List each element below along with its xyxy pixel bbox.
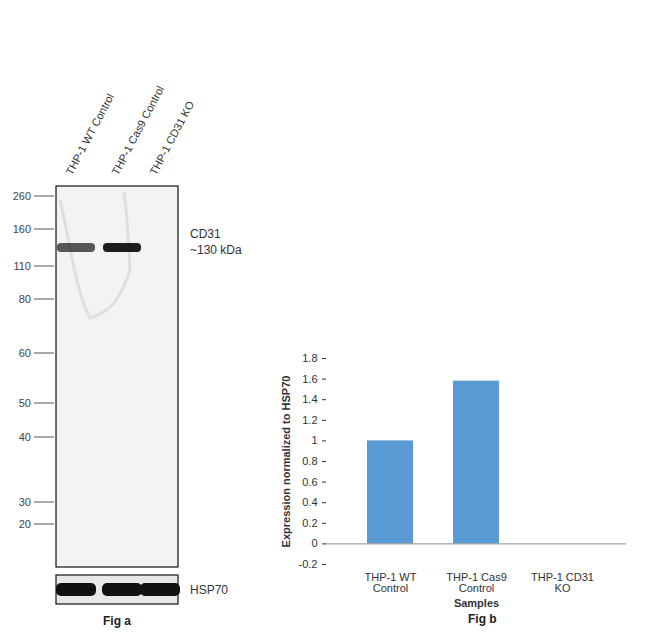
- svg-text:0.6: 0.6: [302, 476, 317, 488]
- svg-text:Expression normalized to HSP70: Expression normalized to HSP70: [280, 376, 292, 548]
- svg-text:1: 1: [311, 434, 317, 446]
- svg-text:1.8: 1.8: [302, 352, 317, 364]
- svg-text:-0.2: -0.2: [299, 558, 318, 570]
- svg-text:0.8: 0.8: [302, 455, 317, 467]
- svg-text:0.4: 0.4: [302, 496, 317, 508]
- svg-text:0.2: 0.2: [302, 517, 317, 529]
- svg-text:110: 110: [13, 260, 31, 272]
- html-text:Fig b: Fig b: [468, 612, 497, 626]
- svg-text:50: 50: [19, 397, 31, 409]
- svg-text:THP-1 WTControl: THP-1 WTControl: [365, 571, 417, 594]
- svg-text:CD31: CD31: [190, 227, 221, 241]
- svg-text:Fig a: Fig a: [103, 614, 131, 628]
- svg-text:40: 40: [19, 431, 31, 443]
- svg-text:160: 160: [13, 223, 31, 235]
- svg-text:30: 30: [19, 496, 31, 508]
- svg-text:1.2: 1.2: [302, 414, 317, 426]
- svg-text:Samples: Samples: [454, 597, 499, 609]
- svg-text:THP-1 CD31KO: THP-1 CD31KO: [531, 571, 594, 594]
- svg-text:THP-1 Cas9Control: THP-1 Cas9Control: [446, 571, 507, 594]
- svg-text:HSP70: HSP70: [190, 583, 228, 597]
- svg-text:THP-1 WT Control: THP-1 WT Control: [63, 92, 116, 177]
- svg-text:20: 20: [19, 518, 31, 530]
- svg-text:THP-1 CD31 KO: THP-1 CD31 KO: [147, 99, 196, 177]
- svg-text:60: 60: [19, 347, 31, 359]
- svg-text:0: 0: [311, 537, 317, 549]
- svg-text:260: 260: [13, 190, 31, 202]
- svg-text:1.4: 1.4: [302, 393, 317, 405]
- svg-text:THP-1 Cas9 Control: THP-1 Cas9 Control: [109, 83, 167, 177]
- svg-text:~130 kDa: ~130 kDa: [190, 243, 242, 257]
- svg-text:1.6: 1.6: [302, 373, 317, 385]
- svg-text:80: 80: [19, 293, 31, 305]
